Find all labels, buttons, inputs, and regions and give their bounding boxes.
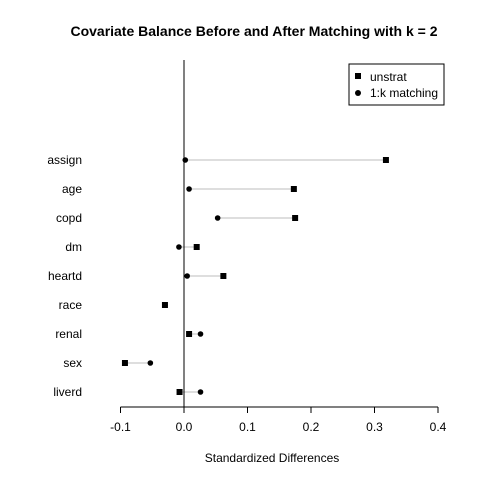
point-unstrat-renal [186, 331, 193, 337]
point-unstrat-sex [121, 360, 128, 366]
category-label-renal: renal [55, 327, 82, 341]
category-label-heartd: heartd [48, 269, 82, 283]
point-matching-liverd [197, 389, 204, 395]
connector-lines [124, 159, 386, 393]
legend-square-marker [355, 73, 361, 79]
category-label-assign: assign [47, 153, 82, 167]
x-tick-label: -0.1 [110, 420, 131, 434]
point-matching-assign [182, 157, 189, 163]
point-matching-renal [197, 331, 204, 337]
data-points [121, 157, 389, 395]
legend-label-matching: 1:k matching [370, 86, 438, 100]
point-matching-age [186, 186, 192, 192]
category-label-age: age [62, 182, 82, 196]
category-label-copd: copd [56, 211, 82, 225]
x-tick-label: 0.3 [366, 420, 383, 434]
point-unstrat-liverd [176, 389, 183, 395]
x-tick-label: 0.0 [176, 420, 193, 434]
point-unstrat-heartd [220, 273, 227, 279]
legend-box [348, 63, 445, 106]
category-label-race: race [59, 298, 83, 312]
point-unstrat-assign [382, 157, 389, 163]
point-matching-race [162, 302, 168, 308]
point-matching-sex [147, 360, 154, 366]
x-tick-label: 0.2 [303, 420, 320, 434]
chart-title: Covariate Balance Before and After Match… [70, 23, 437, 39]
point-unstrat-copd [292, 215, 299, 221]
category-label-dm: dm [65, 240, 82, 254]
x-tick-label: 0.1 [239, 420, 256, 434]
category-labels: assign age copd dm heartd race renal sex liverd [47, 153, 82, 399]
point-unstrat-dm [193, 244, 200, 250]
legend-circle-marker [355, 90, 361, 96]
x-tick-label: 0.4 [430, 420, 447, 434]
legend-label-unstrat: unstrat [370, 70, 407, 84]
point-matching-copd [214, 215, 221, 221]
x-axis: -0.1 0.0 0.1 0.2 0.3 0.4 [110, 406, 447, 434]
point-matching-dm [176, 244, 182, 250]
point-matching-heartd [184, 273, 190, 279]
legend: unstrat 1:k matching [348, 63, 445, 106]
category-label-liverd: liverd [53, 385, 82, 399]
x-axis-label: Standardized Differences [205, 451, 340, 465]
category-label-sex: sex [63, 356, 82, 370]
point-unstrat-age [290, 186, 297, 192]
